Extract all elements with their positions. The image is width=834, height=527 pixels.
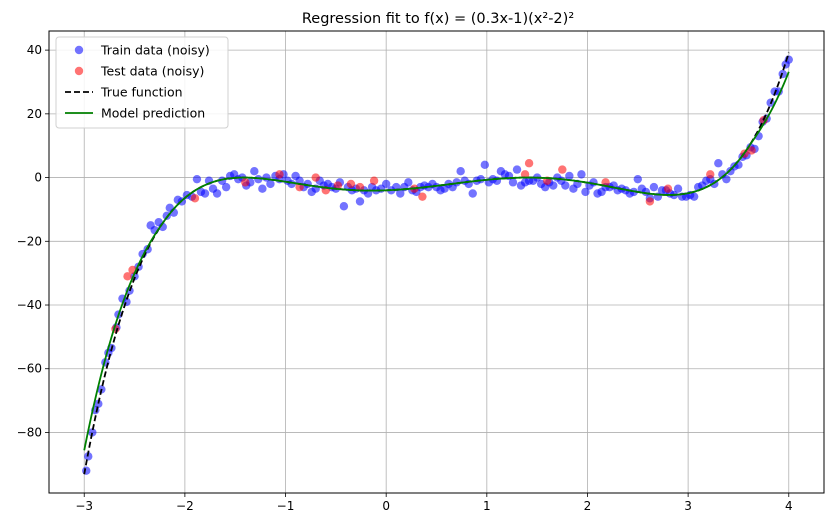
train-point [480, 160, 490, 170]
legend-train-entry-marker [74, 45, 84, 55]
y-tick-label: −80 [17, 425, 42, 439]
train-point [649, 182, 659, 192]
train-point [355, 197, 365, 206]
plot-frame [48, 30, 825, 494]
train-point [266, 179, 275, 189]
x-tick-label: 2 [584, 499, 592, 513]
x-tick-label: −3 [75, 499, 93, 513]
test-point [706, 170, 715, 179]
train-point [250, 166, 259, 176]
test-point [123, 272, 132, 281]
train-point [468, 189, 477, 198]
x-tick-label: 0 [382, 499, 390, 513]
test-point [311, 173, 320, 182]
legend-test-entry-label: Test data (noisy) [100, 64, 204, 79]
y-tick-label: 0 [34, 171, 42, 185]
test-point [241, 178, 250, 187]
train-point [88, 428, 97, 437]
train-point [714, 159, 723, 168]
legend-box [55, 36, 229, 129]
train-point [221, 182, 231, 192]
x-tick-label: −2 [176, 499, 194, 513]
legend-model-entry-label: Model prediction [101, 106, 205, 121]
train-point [404, 178, 413, 187]
train-point [82, 466, 91, 475]
train-point [549, 181, 558, 190]
test-point [520, 170, 530, 179]
train-point [673, 184, 683, 193]
y-tick-label: −20 [17, 234, 42, 248]
train-point [192, 174, 202, 184]
test-point [601, 178, 610, 187]
train-point [254, 174, 263, 184]
train-point [476, 174, 485, 184]
train-point [339, 202, 349, 211]
y-tick-label: 20 [27, 107, 42, 121]
test-point [369, 176, 379, 185]
axes: −3 −2 −1 0 1 2 3 4 −80 −60 −40 −20 0 20 40 [17, 43, 793, 513]
train-point [212, 189, 222, 198]
train-point [512, 165, 522, 174]
test-point [747, 146, 756, 155]
test-point [190, 194, 200, 203]
legend-true-entry-label: True function [100, 85, 183, 100]
x-tick-label: 3 [684, 499, 692, 513]
train-point [258, 184, 267, 193]
legend-test-entry-marker [74, 66, 84, 76]
x-tick-label: 4 [785, 499, 793, 513]
train-point [565, 171, 574, 181]
train-point [561, 181, 570, 190]
chart-title: Regression fit to f(x) = (0.3x-1)(x²-2)² [302, 11, 574, 27]
series-layer [82, 52, 793, 475]
test-point [275, 170, 284, 179]
y-tick-label: 40 [27, 43, 42, 57]
test-point [663, 184, 673, 193]
train-point [508, 178, 518, 187]
test-point [645, 197, 655, 206]
test-point [333, 181, 343, 190]
test-point [524, 159, 534, 168]
train-point [200, 189, 210, 198]
legend: Train data (noisy) Test data (noisy) True … [55, 36, 229, 129]
train-point [456, 166, 465, 176]
grid [49, 31, 824, 493]
y-tick-label: −40 [17, 298, 42, 312]
y-tick-label: −60 [17, 362, 42, 376]
x-tick-label: 1 [483, 499, 491, 513]
legend-train-entry-label: Train data (noisy) [100, 43, 210, 58]
train-point [381, 179, 391, 189]
model-prediction-line [83, 71, 790, 451]
train-point [722, 174, 731, 184]
train-point [94, 399, 103, 408]
train-point [396, 189, 405, 198]
test-point [418, 192, 427, 201]
train-point [577, 170, 586, 179]
train-point [633, 174, 642, 184]
train-point [581, 187, 590, 197]
test-point [558, 165, 567, 174]
test-point [346, 179, 356, 189]
train-point [689, 192, 699, 201]
test-point [355, 182, 365, 192]
x-tick-label: −1 [277, 499, 295, 513]
